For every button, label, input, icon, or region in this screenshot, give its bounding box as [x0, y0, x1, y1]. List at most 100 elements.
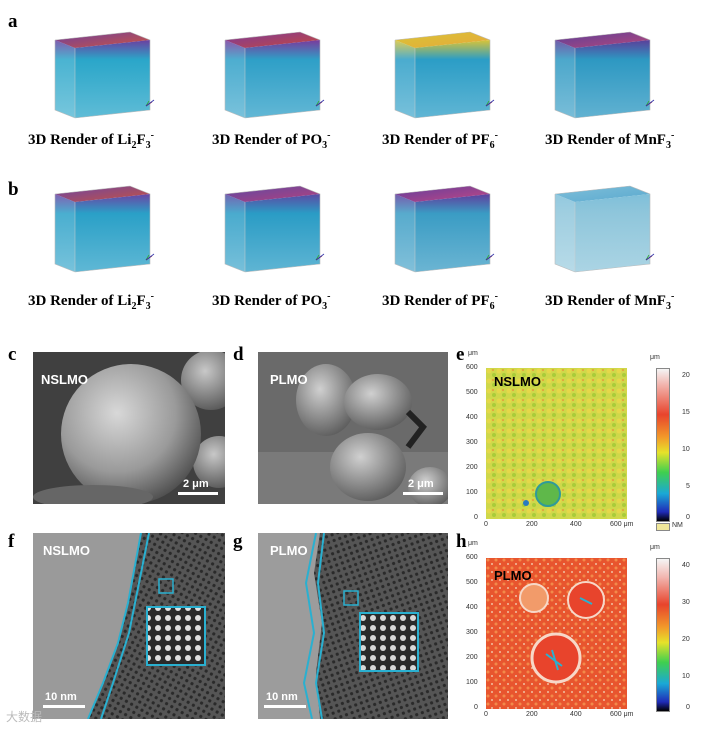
caption-prefix: 3D Render of MnF: [545, 293, 666, 309]
panel-label-a: a: [8, 11, 18, 32]
render-caption: 3D Render of PO3-: [212, 289, 330, 315]
caption-subscript: 3: [322, 301, 328, 312]
caption-prefix: 3D Render of PF: [382, 132, 490, 148]
y-tick-label: 200: [466, 654, 478, 661]
sem-tag-nslmo: NSLMO: [41, 372, 88, 387]
x-tick-label: 0: [484, 521, 488, 528]
caption-superscript: -: [150, 291, 154, 302]
caption-superscript: -: [327, 130, 331, 141]
caption-prefix: 3D Render of PO: [212, 132, 323, 148]
tem-image-plmo: PLMO 10 nm: [258, 533, 448, 719]
y-tick-label: 600: [466, 364, 478, 371]
scale-bar: [178, 492, 218, 495]
colorbar: [656, 558, 670, 712]
scale-bar: [43, 705, 85, 708]
colorbar-tick-label: 20: [682, 372, 690, 379]
scale-label: 10 nm: [266, 691, 298, 703]
y-tick-label: 200: [466, 464, 478, 471]
render-cube: [50, 26, 160, 131]
map-unit: μm: [468, 350, 478, 357]
y-tick-label: 500: [466, 579, 478, 586]
y-tick-label: 600: [466, 554, 478, 561]
caption-subscript: 3: [322, 140, 328, 151]
panel-label-d: d: [233, 344, 244, 365]
caption-subscript: 3: [665, 301, 671, 312]
caption-subscript: 3: [665, 140, 671, 151]
caption-mid: F: [136, 293, 146, 309]
colorbar-tick-label: 0: [686, 514, 690, 521]
colorbar-tick-label: 40: [682, 562, 690, 569]
x-tick-label: 0: [484, 711, 488, 718]
y-tick-label: 100: [466, 489, 478, 496]
nm-label: NM: [672, 522, 683, 529]
caption-subscript: 2: [131, 140, 137, 151]
render-caption: 3D Render of Li2F3-: [28, 289, 154, 315]
x-tick-label: 200: [526, 521, 538, 528]
caption-subscript: 6: [489, 301, 495, 312]
panel-label-h: h: [456, 531, 467, 552]
caption-superscript: -: [150, 130, 154, 141]
panel-label-b: b: [8, 179, 19, 200]
x-tick-label: 200: [526, 711, 538, 718]
caption-subscript: 3: [145, 140, 151, 151]
render-caption: 3D Render of MnF3-: [545, 128, 674, 154]
y-tick-label: 300: [466, 439, 478, 446]
render-cube: [550, 180, 660, 285]
render-caption: 3D Render of PO3-: [212, 128, 330, 154]
height-map-nslmo: [486, 368, 627, 519]
render-cube: [220, 26, 330, 131]
render-caption: 3D Render of MnF3-: [545, 289, 674, 315]
scale-label: 2 μm: [408, 478, 434, 490]
caption-superscript: -: [494, 291, 498, 302]
colorbar-tick-label: 20: [682, 636, 690, 643]
panel-label-g: g: [233, 531, 243, 552]
render-cube: [50, 180, 160, 285]
render-cube: [390, 180, 500, 285]
panel-label-c: c: [8, 344, 17, 365]
y-tick-label: 500: [466, 389, 478, 396]
render-cube: [550, 26, 660, 131]
colorbar-tick-label: 30: [682, 599, 690, 606]
sem-image-plmo: PLMO 2 μm: [258, 352, 448, 504]
tem-tag-plmo: PLMO: [270, 543, 308, 558]
caption-prefix: 3D Render of PF: [382, 293, 490, 309]
panel-label-e: e: [456, 344, 465, 365]
map-tag-plmo: PLMO: [494, 568, 532, 583]
caption-superscript: -: [494, 130, 498, 141]
y-tick-label: 400: [466, 414, 478, 421]
colorbar-unit: μm: [650, 544, 660, 551]
colorbar-unit: μm: [650, 354, 660, 361]
watermark: 大数据: [6, 710, 43, 724]
colorbar-tick-label: 5: [686, 483, 690, 490]
y-tick-label: 400: [466, 604, 478, 611]
y-tick-label: 0: [474, 704, 478, 711]
caption-subscript: 3: [145, 301, 151, 312]
caption-subscript: 6: [489, 140, 495, 151]
x-tick-label: 600 μm: [610, 521, 634, 528]
x-tick-label: 600 μm: [610, 711, 634, 718]
map-tag-nslmo: NSLMO: [494, 374, 541, 389]
sem-tag-plmo: PLMO: [270, 372, 308, 387]
tem-image-nslmo: NSLMO 10 nm: [33, 533, 225, 719]
colorbar-tick-label: 0: [686, 704, 690, 711]
colorbar-tick-label: 10: [682, 446, 690, 453]
scale-bar: [264, 705, 306, 708]
caption-superscript: -: [670, 130, 675, 141]
caption-mid: F: [136, 132, 146, 148]
height-map-plmo: [486, 558, 627, 709]
colorbar: [656, 368, 670, 522]
caption-superscript: -: [670, 291, 675, 302]
nm-swatch: [656, 523, 670, 531]
x-tick-label: 400: [570, 711, 582, 718]
map-unit: μm: [468, 540, 478, 547]
colorbar-tick-label: 10: [682, 673, 690, 680]
scale-bar: [403, 492, 443, 495]
y-tick-label: 0: [474, 514, 478, 521]
colorbar-tick-label: 15: [682, 409, 690, 416]
tem-tag-nslmo: NSLMO: [43, 543, 90, 558]
caption-subscript: 2: [131, 301, 137, 312]
caption-prefix: 3D Render of Li: [28, 293, 132, 309]
panel-label-f: f: [8, 531, 15, 552]
render-caption: 3D Render of PF6-: [382, 128, 498, 154]
render-cube: [220, 180, 330, 285]
